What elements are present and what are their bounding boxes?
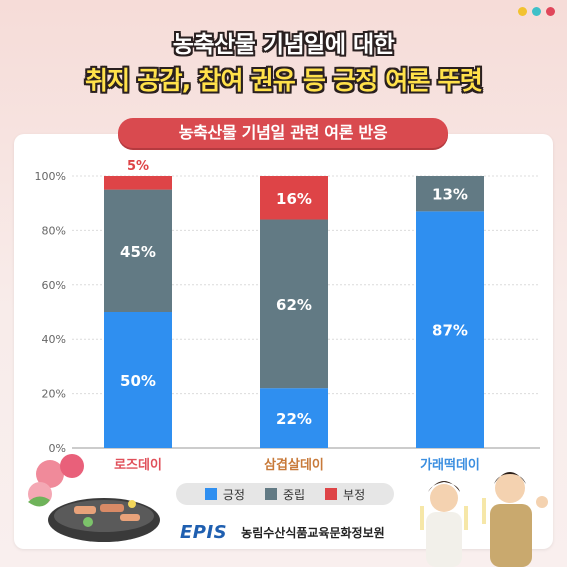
rose-and-grill-illustration (28, 454, 160, 542)
red-dot-icon (546, 7, 555, 16)
hair-icon (494, 472, 526, 484)
garlic-icon (128, 500, 136, 508)
legend-label-negative: 부정 (343, 487, 366, 502)
person-face-icon (430, 484, 458, 512)
data-label: 62% (276, 296, 312, 314)
data-label: 5% (127, 159, 149, 174)
leaf-icon (28, 496, 50, 507)
y-tick-label: 40% (42, 333, 66, 346)
person-face-icon (495, 473, 525, 503)
bar-segment (104, 312, 172, 448)
headline-line-1: 농축산물 기념일에 대한 (172, 32, 395, 58)
category-label: 가래떡데이 (420, 457, 480, 473)
chart-title-banner: 농축산물 기념일 관련 여론 반응 (118, 118, 448, 148)
data-label: 22% (276, 410, 312, 428)
bar-segment (260, 388, 328, 448)
headline: 농축산물 기념일에 대한 취지 공감, 참여 권유 등 긍정 여론 뚜렷 (0, 30, 567, 98)
bar-segment (260, 176, 328, 220)
legend-item-neutral: 중립 (264, 486, 306, 503)
person-body-icon (426, 512, 462, 567)
legend-swatch-positive (204, 488, 217, 500)
y-tick-label: 60% (42, 279, 66, 292)
rose-icon (60, 454, 84, 478)
bar-segment (416, 176, 484, 212)
meat-icon (120, 514, 140, 521)
legend-item-negative: 부정 (325, 486, 365, 503)
hair-icon (428, 481, 460, 492)
y-tick-label: 0% (49, 442, 66, 455)
bar-segment (260, 219, 328, 389)
legend-label-positive: 긍정 (222, 487, 245, 502)
legend-swatch-negative (325, 488, 338, 500)
rice-cake-icon (464, 506, 468, 530)
meat-icon (100, 504, 124, 512)
data-label: 13% (432, 186, 468, 204)
organization-name: 농림수산식품교육문화정보원 (241, 526, 385, 540)
bar-segment (104, 189, 172, 312)
person-body-icon (490, 504, 532, 567)
rose-icon (36, 460, 64, 488)
category-label: 로즈데이 (114, 457, 162, 473)
data-label: 87% (432, 322, 468, 340)
category-label: 삼겹살데이 (264, 457, 324, 473)
people-illustration (420, 472, 548, 567)
thumbs-up-icon (536, 496, 548, 508)
rice-cake-icon (420, 506, 424, 530)
legend-item-positive: 긍정 (204, 486, 245, 503)
headline-line-2: 취지 공감, 참여 권유 등 긍정 여론 뚜렷 (84, 66, 483, 95)
footer: EPIS 농림수산식품교육문화정보원 (180, 522, 385, 543)
window-dots (518, 7, 555, 16)
data-label: 50% (120, 372, 156, 390)
pepper-icon (83, 517, 93, 527)
rice-cake-icon (482, 498, 486, 524)
legend: 긍정 중립 부정 (176, 483, 394, 505)
bar-segment (104, 176, 172, 190)
legend-label-neutral: 중립 (282, 487, 306, 502)
y-tick-label: 80% (42, 224, 66, 237)
epis-logo: EPIS (180, 522, 228, 543)
legend-swatch-neutral (264, 488, 277, 500)
data-label: 16% (276, 190, 312, 208)
y-tick-label: 20% (42, 388, 66, 401)
y-tick-label: 100% (35, 170, 66, 183)
teal-dot-icon (532, 7, 541, 16)
data-label: 45% (120, 243, 156, 261)
yellow-dot-icon (518, 7, 527, 16)
bar-segment (416, 211, 484, 448)
meat-icon (74, 506, 96, 514)
